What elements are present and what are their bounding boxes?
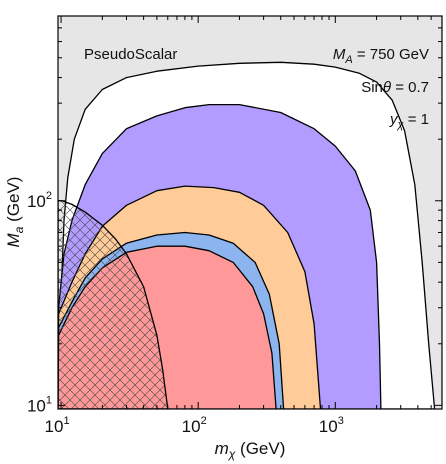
y-tick-label: 102: [27, 190, 52, 211]
y-axis-label: Ma (GeV): [4, 177, 26, 248]
coupling-annotation: yχ = 1: [389, 111, 429, 131]
ma-annotation: MA = 750 GeV: [333, 46, 429, 66]
x-tick-label: 101: [45, 415, 70, 436]
x-tick-label: 103: [319, 415, 344, 436]
sin-annotation: Sinθ = 0.7: [361, 79, 429, 96]
model-label: PseudoScalar: [84, 46, 177, 63]
x-axis-label: mχ (GeV): [215, 439, 286, 461]
x-tick-label: 102: [182, 415, 207, 436]
plot-frame: [57, 15, 443, 410]
y-tick-label: 101: [27, 394, 52, 415]
